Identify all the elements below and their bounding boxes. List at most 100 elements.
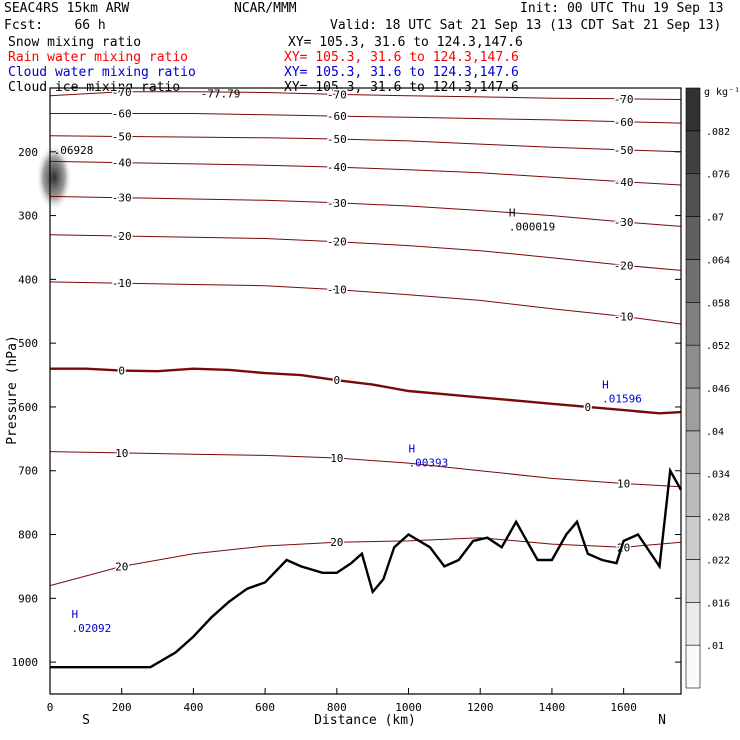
field-name-cloudwater: Cloud water mixing ratio — [8, 65, 196, 80]
isotherm-label: -70 — [614, 93, 634, 106]
colorbar-tick-label: .076 — [706, 170, 730, 181]
plot-frame — [49, 87, 682, 695]
maximum-marker: H — [72, 608, 79, 621]
colorbar-segment — [685, 173, 701, 217]
colorbar-tick-label: .07 — [706, 213, 724, 224]
isotherm-line — [49, 195, 682, 227]
isotherm-line — [50, 367, 682, 415]
right-endpoint-label: N — [658, 713, 666, 728]
isotherm-line — [49, 537, 682, 587]
isotherm-label: -20 — [614, 259, 634, 272]
isotherm-line — [49, 234, 682, 271]
terrain-line — [50, 466, 683, 669]
colorbar-segment — [685, 344, 701, 389]
colorbar-tick-label: .064 — [706, 255, 730, 266]
colorbar-segment — [685, 559, 701, 603]
isotherm-line — [49, 281, 682, 325]
isotherm-label: -50 — [614, 144, 634, 157]
x-tick-label: 200 — [112, 701, 132, 714]
maximum-value-label: .02092 — [72, 622, 112, 635]
isotherm-label: 20 — [115, 560, 128, 573]
x-tick-label: 1000 — [395, 701, 422, 714]
y-tick-label: 700 — [18, 465, 38, 478]
header-center: NCAR/MMM — [234, 1, 297, 16]
y-tick-label: 600 — [18, 401, 38, 414]
isotherm-label: -50 — [327, 133, 347, 146]
maximum-value-label: .01596 — [602, 393, 642, 406]
field-xy-rain: XY= 105.3, 31.6 to 124.3,147.6 — [284, 50, 519, 65]
x-tick-label: 600 — [255, 701, 275, 714]
isotherm-line — [49, 91, 682, 100]
isotherm-line — [49, 160, 682, 186]
colorbar-tick-label: .01 — [706, 641, 724, 652]
colorbar-segment — [685, 87, 701, 132]
isotherm-label: -40 — [614, 176, 634, 189]
isotherm-label: -20 — [327, 236, 347, 249]
y-tick-label: 500 — [18, 337, 38, 350]
isotherm-label: -30 — [614, 216, 634, 229]
colorbar-tick-label: .034 — [706, 470, 730, 481]
colorbar-tick-label: .058 — [706, 298, 730, 309]
maximum-value-label: -77.79 — [201, 88, 241, 101]
isotherm-label: -40 — [327, 161, 347, 174]
colorbar-segment — [685, 301, 701, 346]
field-xy-cloudwater: XY= 105.3, 31.6 to 124.3,147.6 — [284, 65, 519, 80]
header-valid: Valid: 18 UTC Sat 21 Sep 13 (13 CDT Sat … — [330, 18, 722, 33]
x-tick-label: 0 — [47, 701, 54, 714]
colorbar-segment — [685, 601, 701, 646]
isotherm-label: -60 — [112, 108, 132, 121]
x-tick-label: 1600 — [610, 701, 637, 714]
maximum-value-label: .06928 — [54, 144, 94, 157]
x-axis-label: Distance (km) — [314, 713, 416, 728]
isotherm-label: -70 — [327, 88, 347, 101]
cloud-ice-shading — [36, 143, 72, 212]
isotherm-line — [49, 451, 682, 488]
header-init: Init: 00 UTC Thu 19 Sep 13 — [520, 1, 724, 16]
y-tick-label: 400 — [18, 273, 38, 286]
x-tick-label: 1400 — [539, 701, 566, 714]
isotherm-label: -10 — [327, 284, 347, 297]
y-tick-label: 200 — [18, 146, 38, 159]
isotherm-line — [49, 135, 682, 153]
field-xy-snow: XY= 105.3, 31.6 to 124.3,147.6 — [288, 35, 523, 50]
field-name-rain: Rain water mixing ratio — [8, 50, 189, 65]
isotherm-line — [50, 113, 682, 124]
y-tick-label: 900 — [18, 592, 38, 605]
left-endpoint-label: S — [82, 713, 90, 728]
isotherm-label: 20 — [330, 536, 343, 549]
colorbar-segment — [685, 644, 701, 689]
maximum-marker: H — [509, 206, 516, 219]
isotherm-label: -10 — [614, 310, 634, 323]
isotherm-label: 0 — [118, 365, 125, 378]
isotherm-label: -60 — [614, 116, 634, 129]
colorbar-tick-label: .082 — [706, 127, 730, 138]
maximum-marker: H — [409, 442, 416, 455]
isotherm-label: -10 — [112, 277, 132, 290]
header-fcst: Fcst: 66 h — [4, 18, 106, 33]
maximum-marker: H — [602, 379, 609, 392]
x-tick-label: 800 — [327, 701, 347, 714]
y-tick-label: 300 — [18, 210, 38, 223]
colorbar-segment — [685, 259, 701, 303]
colorbar-tick-label: .046 — [706, 384, 730, 395]
isotherm-label: -50 — [112, 130, 132, 143]
colorbar-segment — [685, 430, 701, 475]
colorbar-tick-label: .04 — [706, 427, 724, 438]
y-axis-label: Pressure (hPa) — [5, 335, 20, 445]
colorbar-tick-label: .016 — [706, 598, 730, 609]
colorbar-segment — [685, 387, 701, 432]
colorbar-segment — [685, 130, 701, 175]
colorbar-unit: g kg⁻¹ — [704, 87, 740, 98]
y-tick-label: 1000 — [12, 656, 39, 669]
isotherm-label: 10 — [330, 452, 343, 465]
isotherm-label: 10 — [617, 477, 630, 490]
maximum-value-label: .000019 — [509, 220, 555, 233]
isotherm-label: 0 — [334, 374, 341, 387]
colorbar-segment — [685, 516, 701, 560]
isotherm-label: -40 — [112, 157, 132, 170]
colorbar-tick-label: .022 — [706, 555, 730, 566]
field-name-snow: Snow mixing ratio — [8, 35, 142, 50]
header-model: SEAC4RS 15km ARW — [4, 1, 130, 16]
isotherm-label: 0 — [584, 401, 591, 414]
